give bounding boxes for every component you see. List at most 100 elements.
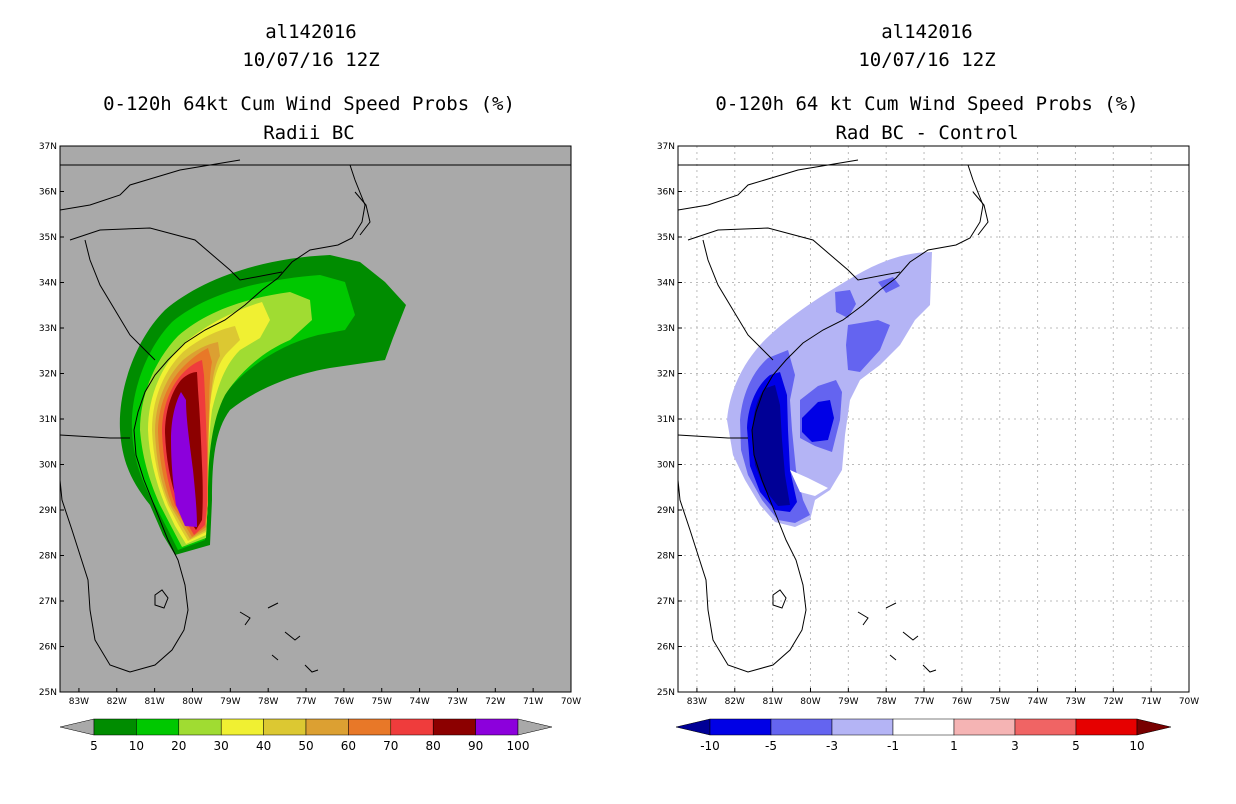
right-coastline-east [678, 164, 984, 673]
colorbar-label: 60 [341, 739, 356, 753]
left-axis-ticks: 25N 26N 27N 28N 29N 30N 31N 32N 33N 34N 35N 36N 37N 8… [39, 142, 581, 707]
left-lake-okeechobee [154, 589, 169, 609]
lat-tick-label: 25N [39, 688, 57, 698]
diff-near-zero [790, 470, 828, 496]
diff-minus-10 [752, 385, 790, 506]
lon-tick-label: 78W [876, 697, 896, 707]
right-axis-ticks: 25N 26N 27N 28N 29N 30N 31N 32N 33N 34N 35N 36N 37N 8… [657, 142, 1199, 707]
panel-left: al142016 10/07/16 12Z 0-120h 64kt Cum Wi… [39, 21, 581, 753]
colorbar-swatch [305, 718, 349, 736]
colorbar-label: 50 [298, 739, 313, 753]
lat-tick-label: 29N [39, 506, 57, 516]
lon-tick-label: 75W [990, 697, 1010, 707]
colorbar-swatch [390, 718, 434, 736]
left-outer-banks [354, 191, 371, 236]
left-state-lines-inland [60, 159, 241, 361]
lon-tick-label: 76W [952, 697, 972, 707]
lon-tick-label: 72W [1103, 697, 1123, 707]
lat-tick-label: 34N [39, 279, 57, 289]
colorbar-label: 70 [383, 739, 398, 753]
lon-tick-label: 81W [144, 697, 164, 707]
colorbar-swatch [475, 718, 519, 736]
right-lake-okeechobee [772, 589, 787, 609]
colorbar-swatch [93, 718, 137, 736]
lat-tick-label: 26N [657, 643, 675, 653]
left-date: 10/07/16 12Z [242, 49, 379, 71]
colorbar-label: 20 [171, 739, 186, 753]
right-title: 0-120h 64 kt Cum Wind Speed Probs (%) [715, 93, 1138, 115]
lon-tick-label: 70W [561, 697, 581, 707]
colorbar-swatch [178, 718, 222, 736]
colorbar-label: 1 [950, 739, 958, 753]
colorbar-swatch [432, 718, 476, 736]
right-coastline [678, 159, 1189, 673]
lat-tick-label: 30N [39, 461, 57, 471]
lon-tick-label: 82W [107, 697, 127, 707]
lat-tick-label: 27N [657, 597, 675, 607]
lon-tick-label: 71W [523, 697, 543, 707]
lon-tick-label: 70W [1179, 697, 1199, 707]
lat-tick-label: 34N [657, 279, 675, 289]
lat-tick-label: 28N [39, 552, 57, 562]
lon-tick-label: 81W [762, 697, 782, 707]
lat-tick-label: 35N [657, 233, 675, 243]
lon-tick-label: 71W [1141, 697, 1161, 707]
right-date: 10/07/16 12Z [858, 49, 995, 71]
colorbar-swatch [220, 718, 264, 736]
colorbar-swatch [136, 718, 180, 736]
colorbar-swatch [263, 718, 307, 736]
lon-tick-label: 75W [372, 697, 392, 707]
diff-minus-3-north [835, 277, 900, 372]
lon-tick-label: 74W [409, 697, 429, 707]
left-subtitle: Radii BC [263, 122, 355, 144]
lon-tick-label: 83W [687, 697, 707, 707]
lon-tick-label: 79W [838, 697, 858, 707]
lon-tick-label: 74W [1027, 697, 1047, 707]
colorbar-swatch [953, 718, 1016, 736]
lat-tick-label: 31N [657, 415, 675, 425]
right-state-border-ga-fl [678, 434, 748, 439]
lat-tick-label: 32N [657, 370, 675, 380]
colorbar-label: -3 [826, 739, 838, 753]
right-colorbar: -10 -5 -3 -1 1 3 5 10 [675, 718, 1172, 753]
colorbar-under-arrow [675, 718, 711, 736]
lon-tick-label: 80W [182, 697, 202, 707]
left-bahamas [239, 602, 319, 673]
lon-tick-label: 80W [800, 697, 820, 707]
colorbar-label: 5 [1072, 739, 1080, 753]
right-gridlines [678, 146, 1189, 692]
left-state-border-nc-sc [69, 227, 283, 281]
lon-tick-label: 77W [914, 697, 934, 707]
colorbar-swatch [348, 718, 392, 736]
colorbar-swatch [1075, 718, 1138, 736]
left-coastline [60, 159, 571, 673]
left-probability-contours [119, 255, 406, 555]
colorbar-over-arrow [1136, 718, 1172, 736]
lon-tick-label: 78W [258, 697, 278, 707]
lat-tick-label: 36N [39, 188, 57, 198]
panel-right: al142016 10/07/16 12Z 0-120h 64 kt Cum W… [657, 21, 1199, 753]
lon-tick-label: 77W [296, 697, 316, 707]
right-outer-banks [972, 191, 989, 236]
lon-tick-label: 73W [1065, 697, 1085, 707]
colorbar-swatch [892, 718, 955, 736]
lon-tick-label: 79W [220, 697, 240, 707]
right-bahamas [857, 602, 937, 673]
colorbar-swatch [831, 718, 894, 736]
colorbar-label: 90 [468, 739, 483, 753]
right-state-lines-inland [678, 159, 859, 361]
colorbar-label: 40 [256, 739, 271, 753]
right-state-border-nc-sc [687, 227, 901, 281]
colorbar-label: -5 [765, 739, 777, 753]
lat-tick-label: 30N [657, 461, 675, 471]
lat-tick-label: 26N [39, 643, 57, 653]
colorbar-label: 10 [129, 739, 144, 753]
lon-tick-label: 73W [447, 697, 467, 707]
lat-tick-label: 29N [657, 506, 675, 516]
left-storm-id: al142016 [265, 21, 357, 43]
colorbar-label: -10 [700, 739, 720, 753]
right-difference-contours [727, 252, 932, 527]
lat-tick-label: 28N [657, 552, 675, 562]
lon-tick-label: 76W [334, 697, 354, 707]
